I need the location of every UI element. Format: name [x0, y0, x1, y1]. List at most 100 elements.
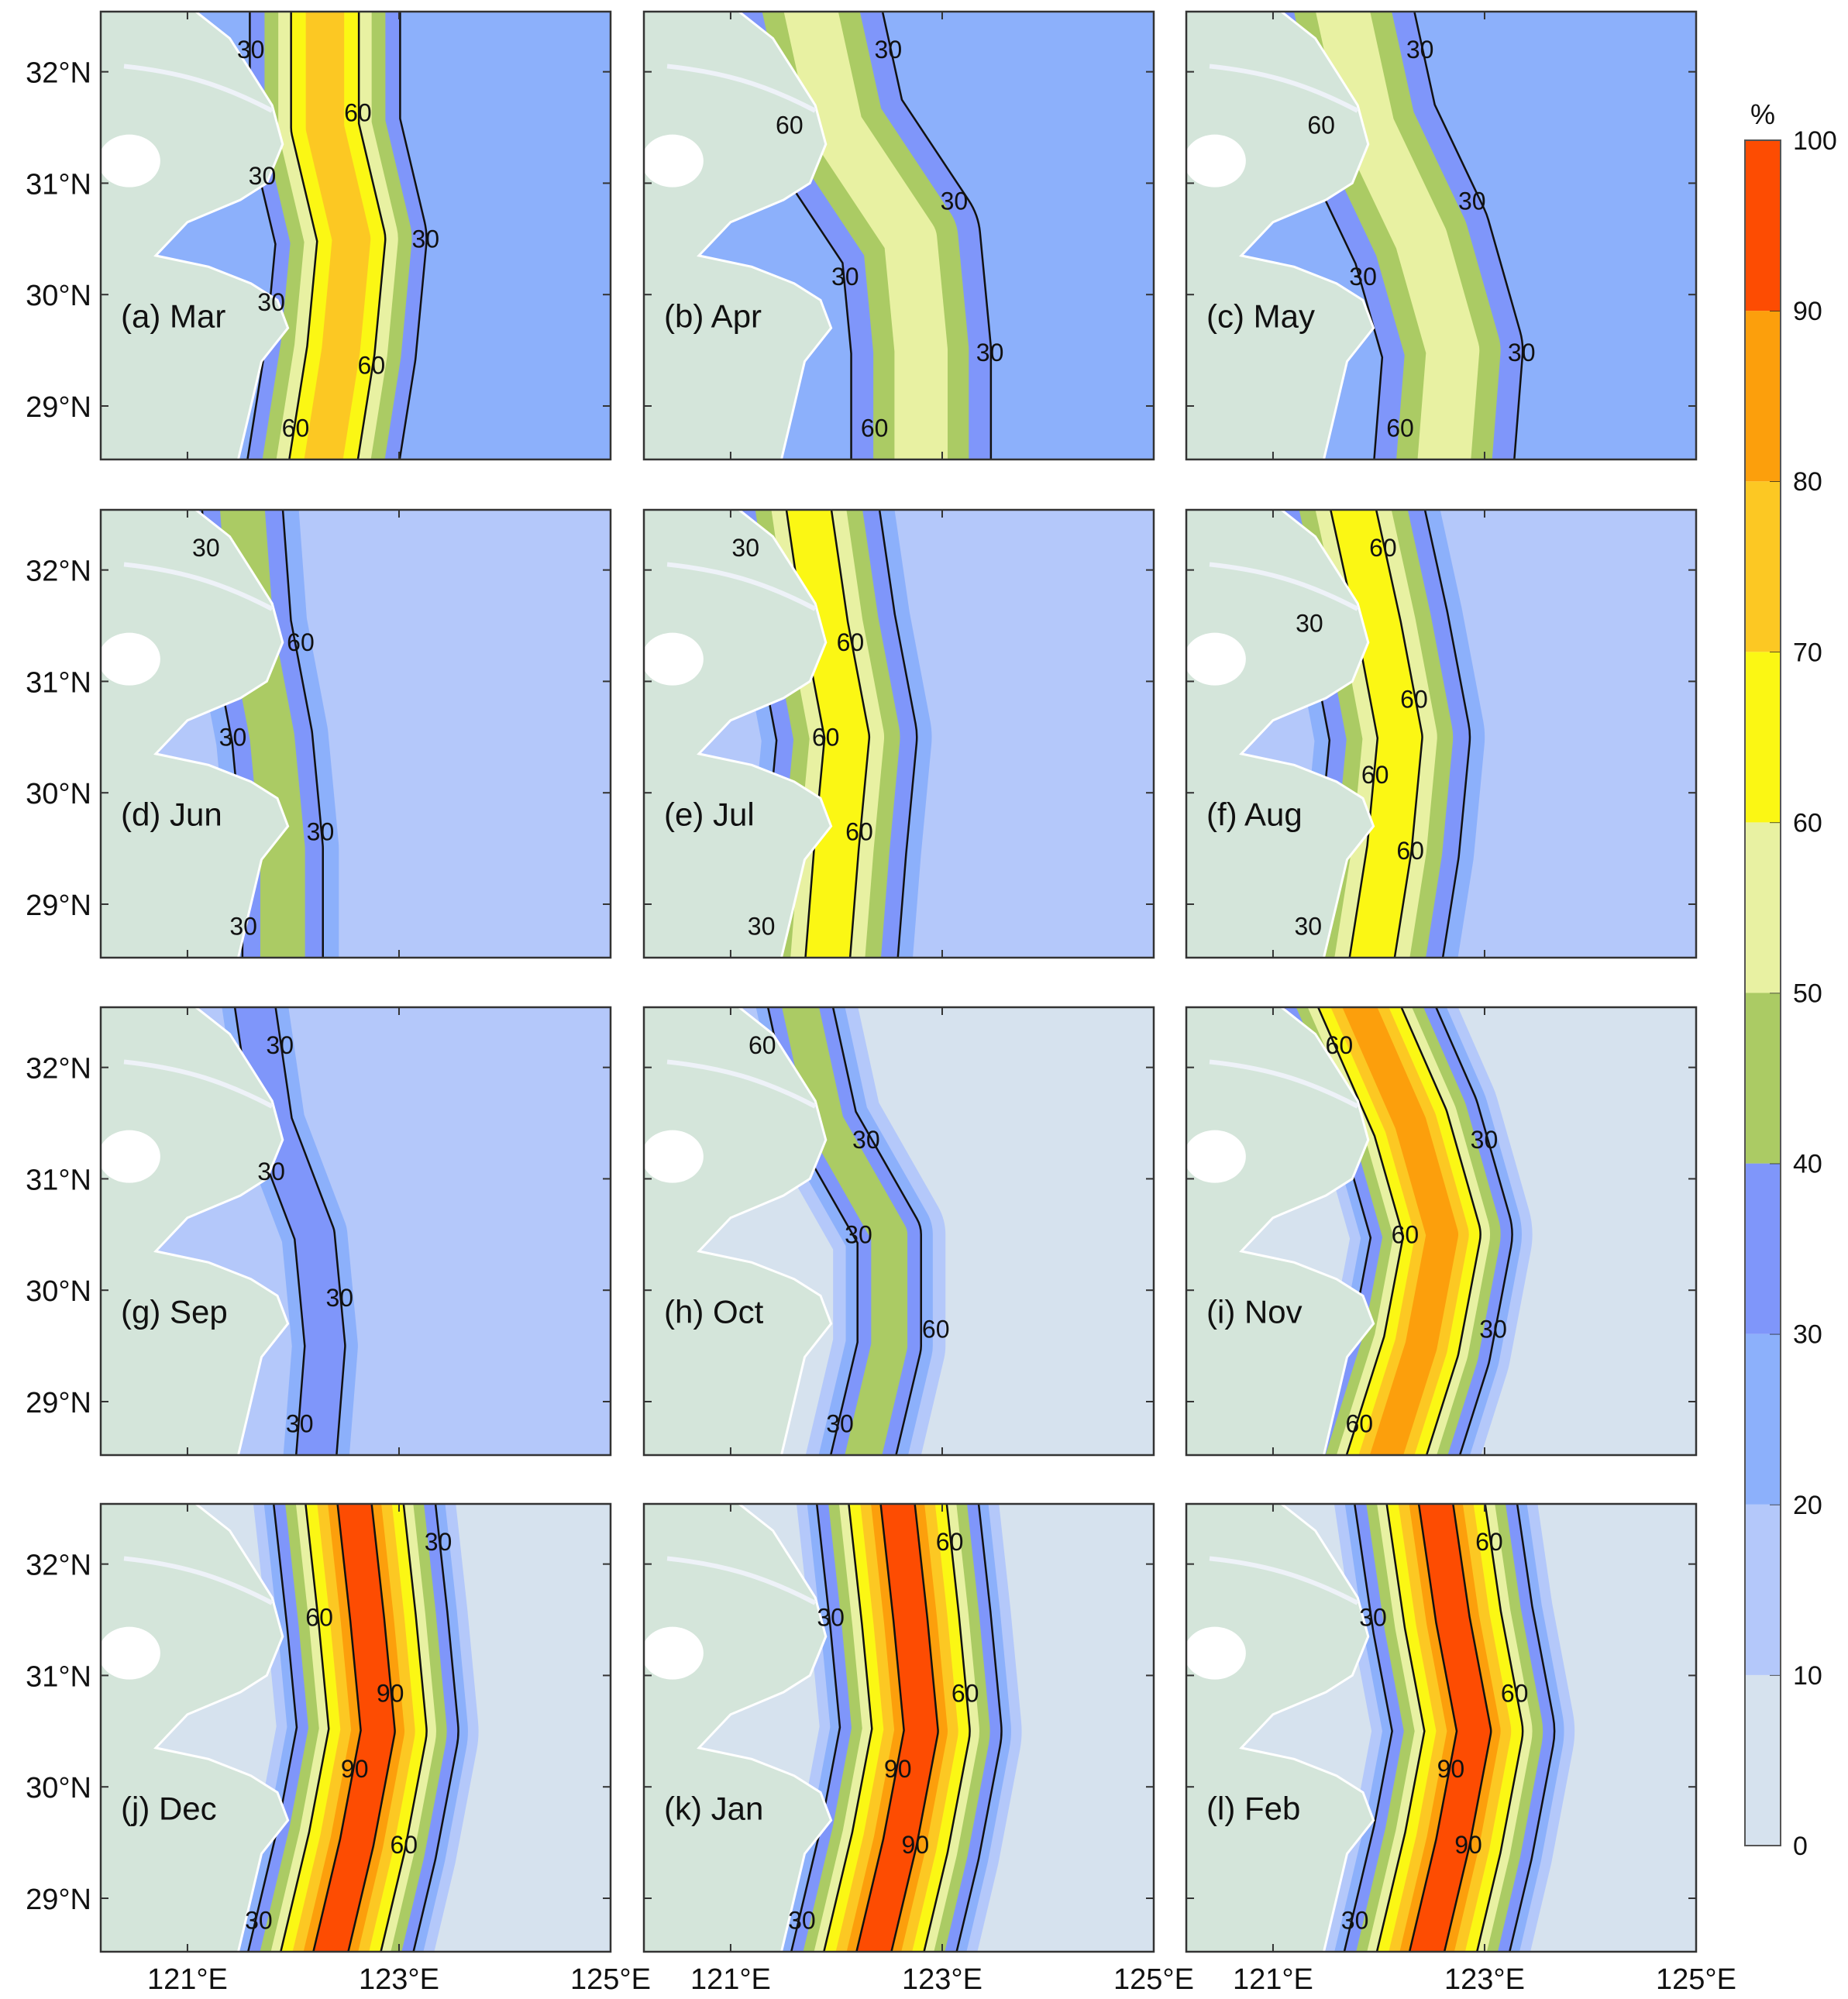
- filled-contour-band: [1342, 1007, 1459, 1455]
- contour-label: 30: [1508, 339, 1536, 366]
- contour-label: 30: [425, 1528, 453, 1556]
- land-mask: [101, 510, 290, 958]
- map-panel: 30 60 60 60 30 60 (f) Aug: [1185, 508, 1698, 959]
- map-panel: 30 90 90 60 30 60 (k) Jan 121°E 123°E 125°E: [642, 1502, 1194, 1996]
- map-panel: 60 30 30 30 60 30 (b) Apr: [642, 10, 1155, 461]
- map-content: 30 60 30 30 60: [644, 1007, 1154, 1455]
- contour-label: 30: [307, 818, 335, 846]
- contour-label: 30: [245, 1907, 273, 1935]
- contour-label: 90: [884, 1755, 912, 1783]
- lat-tick-label: 30°N: [26, 280, 91, 312]
- lon-tick-label: 121°E: [147, 1963, 228, 1995]
- colorbar-tick-label: 30: [1793, 1320, 1822, 1350]
- contour-label: 90: [1454, 1831, 1482, 1859]
- lake: [101, 1626, 160, 1680]
- contour-label: 30: [411, 225, 439, 253]
- contour-label: 60: [861, 415, 889, 442]
- contour-label: 60: [1396, 837, 1424, 865]
- river-estuary: [123, 1556, 274, 1605]
- contour-label: 60: [358, 351, 386, 379]
- panel-frame: [1185, 1502, 1698, 1953]
- colorbar-tick-label: 60: [1793, 808, 1822, 838]
- land-mask: [1186, 12, 1375, 459]
- contour-label: 60: [776, 112, 804, 139]
- panel-frame: [642, 1502, 1155, 1953]
- map-panel: 60 60 30 30 30 60 30 (a) Mar 29°N 30°N 31°N 32°N: [26, 10, 612, 461]
- contour-label: 30: [257, 288, 285, 316]
- contour-label: 30: [1341, 1907, 1369, 1935]
- panel-frame: [642, 1006, 1155, 1457]
- colorbar-frame: [1744, 139, 1781, 1846]
- lake: [644, 632, 704, 686]
- contour-label: 30: [875, 36, 903, 64]
- land-mask: [1186, 510, 1375, 958]
- contour-label: 60: [845, 818, 873, 846]
- map-content: 30 30 30 30: [101, 1007, 611, 1455]
- lat-tick-label: 29°N: [26, 391, 91, 424]
- contour-label: 60: [1326, 1031, 1354, 1059]
- colorbar-swatch: [1745, 1504, 1781, 1675]
- contour-label: 60: [344, 98, 372, 126]
- map-panel: 30 90 90 60 30 60 (l) Feb 121°E 123°E 125°E: [1185, 1502, 1736, 1996]
- map-content: 60 60 30 30 30 60 30: [101, 12, 611, 459]
- panel-label: (a) Mar: [121, 298, 225, 334]
- colorbar-tick-label: 100: [1793, 126, 1837, 156]
- contour-label: 60: [305, 1604, 333, 1632]
- contour-label: 60: [1369, 534, 1397, 562]
- contour-label: 30: [831, 263, 859, 291]
- lake: [1186, 1130, 1246, 1183]
- land-mask: [1186, 1504, 1375, 1952]
- land-mask: [644, 1007, 833, 1455]
- map-panel: 30 30 30 30 (g) Sep 29°N 30°N 31°N 32°N: [26, 1006, 612, 1457]
- contour-label: 60: [1501, 1679, 1529, 1707]
- river-estuary: [666, 1556, 817, 1605]
- panel-label: (j) Dec: [121, 1790, 217, 1826]
- map-panel: 30 30 30 60 30 (d) Jun 29°N 30°N 31°N 32°N: [26, 508, 612, 959]
- panel-label: (e) Jul: [664, 796, 755, 832]
- lake: [101, 632, 160, 686]
- contour-label: 60: [952, 1679, 979, 1707]
- map-panel: 30 60 60 60 30 (e) Jul: [642, 508, 1155, 959]
- lon-tick-label: 123°E: [359, 1963, 439, 1995]
- lat-tick-label: 29°N: [26, 1387, 91, 1419]
- contour-label: 30: [748, 913, 776, 941]
- river-estuary: [666, 562, 817, 611]
- contour-label: 30: [192, 534, 220, 562]
- lon-tick-label: 123°E: [1444, 1963, 1525, 1995]
- map-content: 30 90 90 60 30 60: [644, 1504, 1154, 1952]
- filled-contour-band: [1315, 12, 1480, 459]
- contour-label: 90: [341, 1755, 369, 1783]
- contour-label: 30: [1349, 263, 1377, 291]
- panel-label: (h) Oct: [664, 1293, 764, 1330]
- map-content: 30 60 90 90 60 30: [101, 1504, 611, 1952]
- filled-contour-band: [857, 1504, 938, 1952]
- map-content: 30 30 30 60 30: [101, 510, 611, 958]
- contour-label: 30: [731, 534, 759, 562]
- panel-frame: [1185, 10, 1698, 461]
- panel-label: (i) Nov: [1206, 1293, 1303, 1330]
- lat-tick-label: 32°N: [26, 556, 91, 588]
- panel-frame: [642, 508, 1155, 959]
- lat-tick-label: 29°N: [26, 889, 91, 922]
- panel-frame: [99, 10, 612, 461]
- filled-contour-band: [304, 12, 371, 459]
- panel-label: (b) Apr: [664, 298, 762, 334]
- contour-label: 30: [852, 1126, 880, 1154]
- filled-contour-band: [1331, 510, 1422, 958]
- lake: [1186, 134, 1246, 188]
- contour-label: 90: [377, 1679, 404, 1707]
- contour-label: 60: [390, 1831, 418, 1859]
- map-panel: 60 30 60 30 60 (i) Nov: [1185, 1006, 1698, 1457]
- contour-label: 30: [1471, 1126, 1499, 1154]
- map-panel: 60 30 30 30 60 30 (c) May: [1185, 10, 1698, 461]
- map-content: 30 60 60 60 30 60: [1186, 510, 1696, 958]
- colorbar-tick-label: 20: [1793, 1491, 1822, 1520]
- contour-label: 60: [1345, 1410, 1373, 1438]
- colorbar-tick-label: 90: [1793, 297, 1822, 326]
- panel-label: (f) Aug: [1206, 796, 1303, 832]
- panel-label: (k) Jan: [664, 1790, 763, 1826]
- colorbar-swatch: [1745, 140, 1781, 311]
- river-estuary: [1209, 64, 1359, 113]
- contour-label: 60: [837, 628, 865, 656]
